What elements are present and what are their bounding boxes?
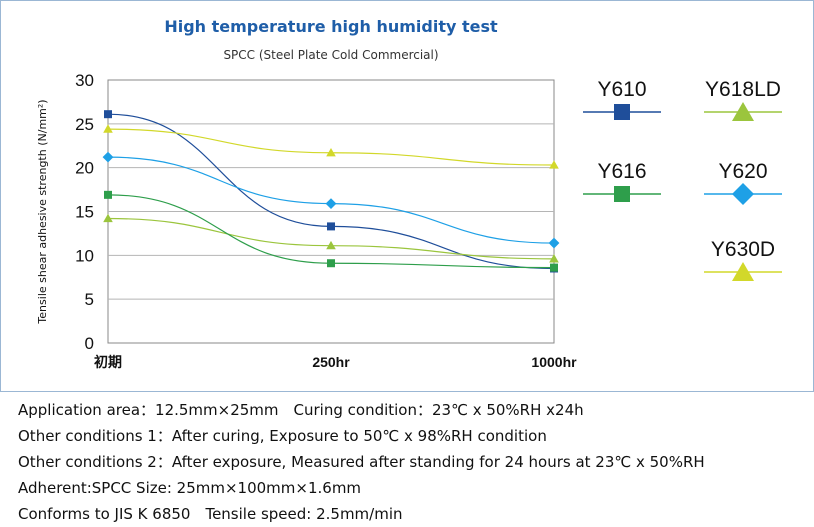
test-conditions: Application area：12.5mm×25mm Curing cond… [18, 397, 705, 527]
note-standard: Conforms to JIS K 6850 Tensile speed: 2.… [18, 505, 403, 523]
data-point-y620 [548, 237, 560, 249]
x-tick-label: 250hr [312, 354, 350, 370]
y-tick-label: 0 [85, 334, 94, 353]
data-point-y620 [325, 198, 337, 210]
legend-label-y630d: Y630D [710, 238, 776, 261]
data-point-y618ld [326, 240, 336, 250]
data-point-y618ld [549, 254, 559, 263]
data-point-y618ld [103, 213, 113, 223]
data-point-y610 [327, 222, 335, 231]
y-tick-label: 25 [75, 115, 94, 134]
data-point-y616 [104, 190, 112, 199]
y-axis-label: Tensile shear adhesive strength (N/mm²) [36, 99, 49, 324]
legend-label-y618ld: Y618LD [705, 78, 781, 101]
y-tick-label: 5 [85, 290, 94, 309]
legend-swatch-y618ld [704, 102, 782, 121]
x-tick-label: 初期 [94, 354, 122, 370]
legend-item-y620: Y620 [698, 160, 788, 220]
data-point-y616 [550, 263, 558, 272]
legend-swatch-y620 [704, 183, 782, 205]
x-tick-label: 1000hr [531, 354, 577, 370]
legend-item-y616: Y616 [577, 160, 667, 220]
line-chart: 0 5 10 15 20 25 30 初期 250hr 1000hr Tensile shear a… [36, 71, 577, 370]
chart-title: High temperature high humidity test [164, 17, 498, 36]
y-tick-label: 30 [75, 71, 94, 90]
note-adherent: Adherent:SPCC Size: 25mm×100mm×1.6mm [18, 479, 362, 497]
legend-label-y620: Y620 [718, 160, 768, 183]
y-tick-label: 10 [75, 246, 94, 265]
legend-swatch-y630d [704, 262, 782, 281]
legend-label-y616: Y616 [597, 160, 647, 183]
data-point-y630d [103, 124, 113, 133]
legend-label-y610: Y610 [597, 78, 647, 101]
data-point-y610 [104, 110, 112, 119]
legend-item-y618ld: Y618LD [698, 78, 788, 138]
note-application-area: Application area：12.5mm×25mm Curing cond… [18, 401, 584, 419]
legend-swatch-y610 [583, 104, 661, 120]
data-point-y630d [326, 147, 336, 157]
note-conditions-1: Other conditions 1：After curing, Exposur… [18, 427, 547, 445]
data-point-y620 [102, 151, 114, 163]
legend-swatch-y616 [583, 186, 661, 202]
note-conditions-2: Other conditions 2：After exposure, Measu… [18, 453, 705, 471]
legend-item-y630d: Y630D [698, 238, 788, 298]
y-tick-label: 15 [75, 203, 94, 222]
data-point-y630d [549, 160, 559, 169]
chart-subtitle: SPCC (Steel Plate Cold Commercial) [223, 48, 439, 62]
data-point-y616 [327, 259, 335, 268]
y-tick-label: 20 [75, 159, 94, 178]
legend-item-y610: Y610 [577, 78, 667, 138]
